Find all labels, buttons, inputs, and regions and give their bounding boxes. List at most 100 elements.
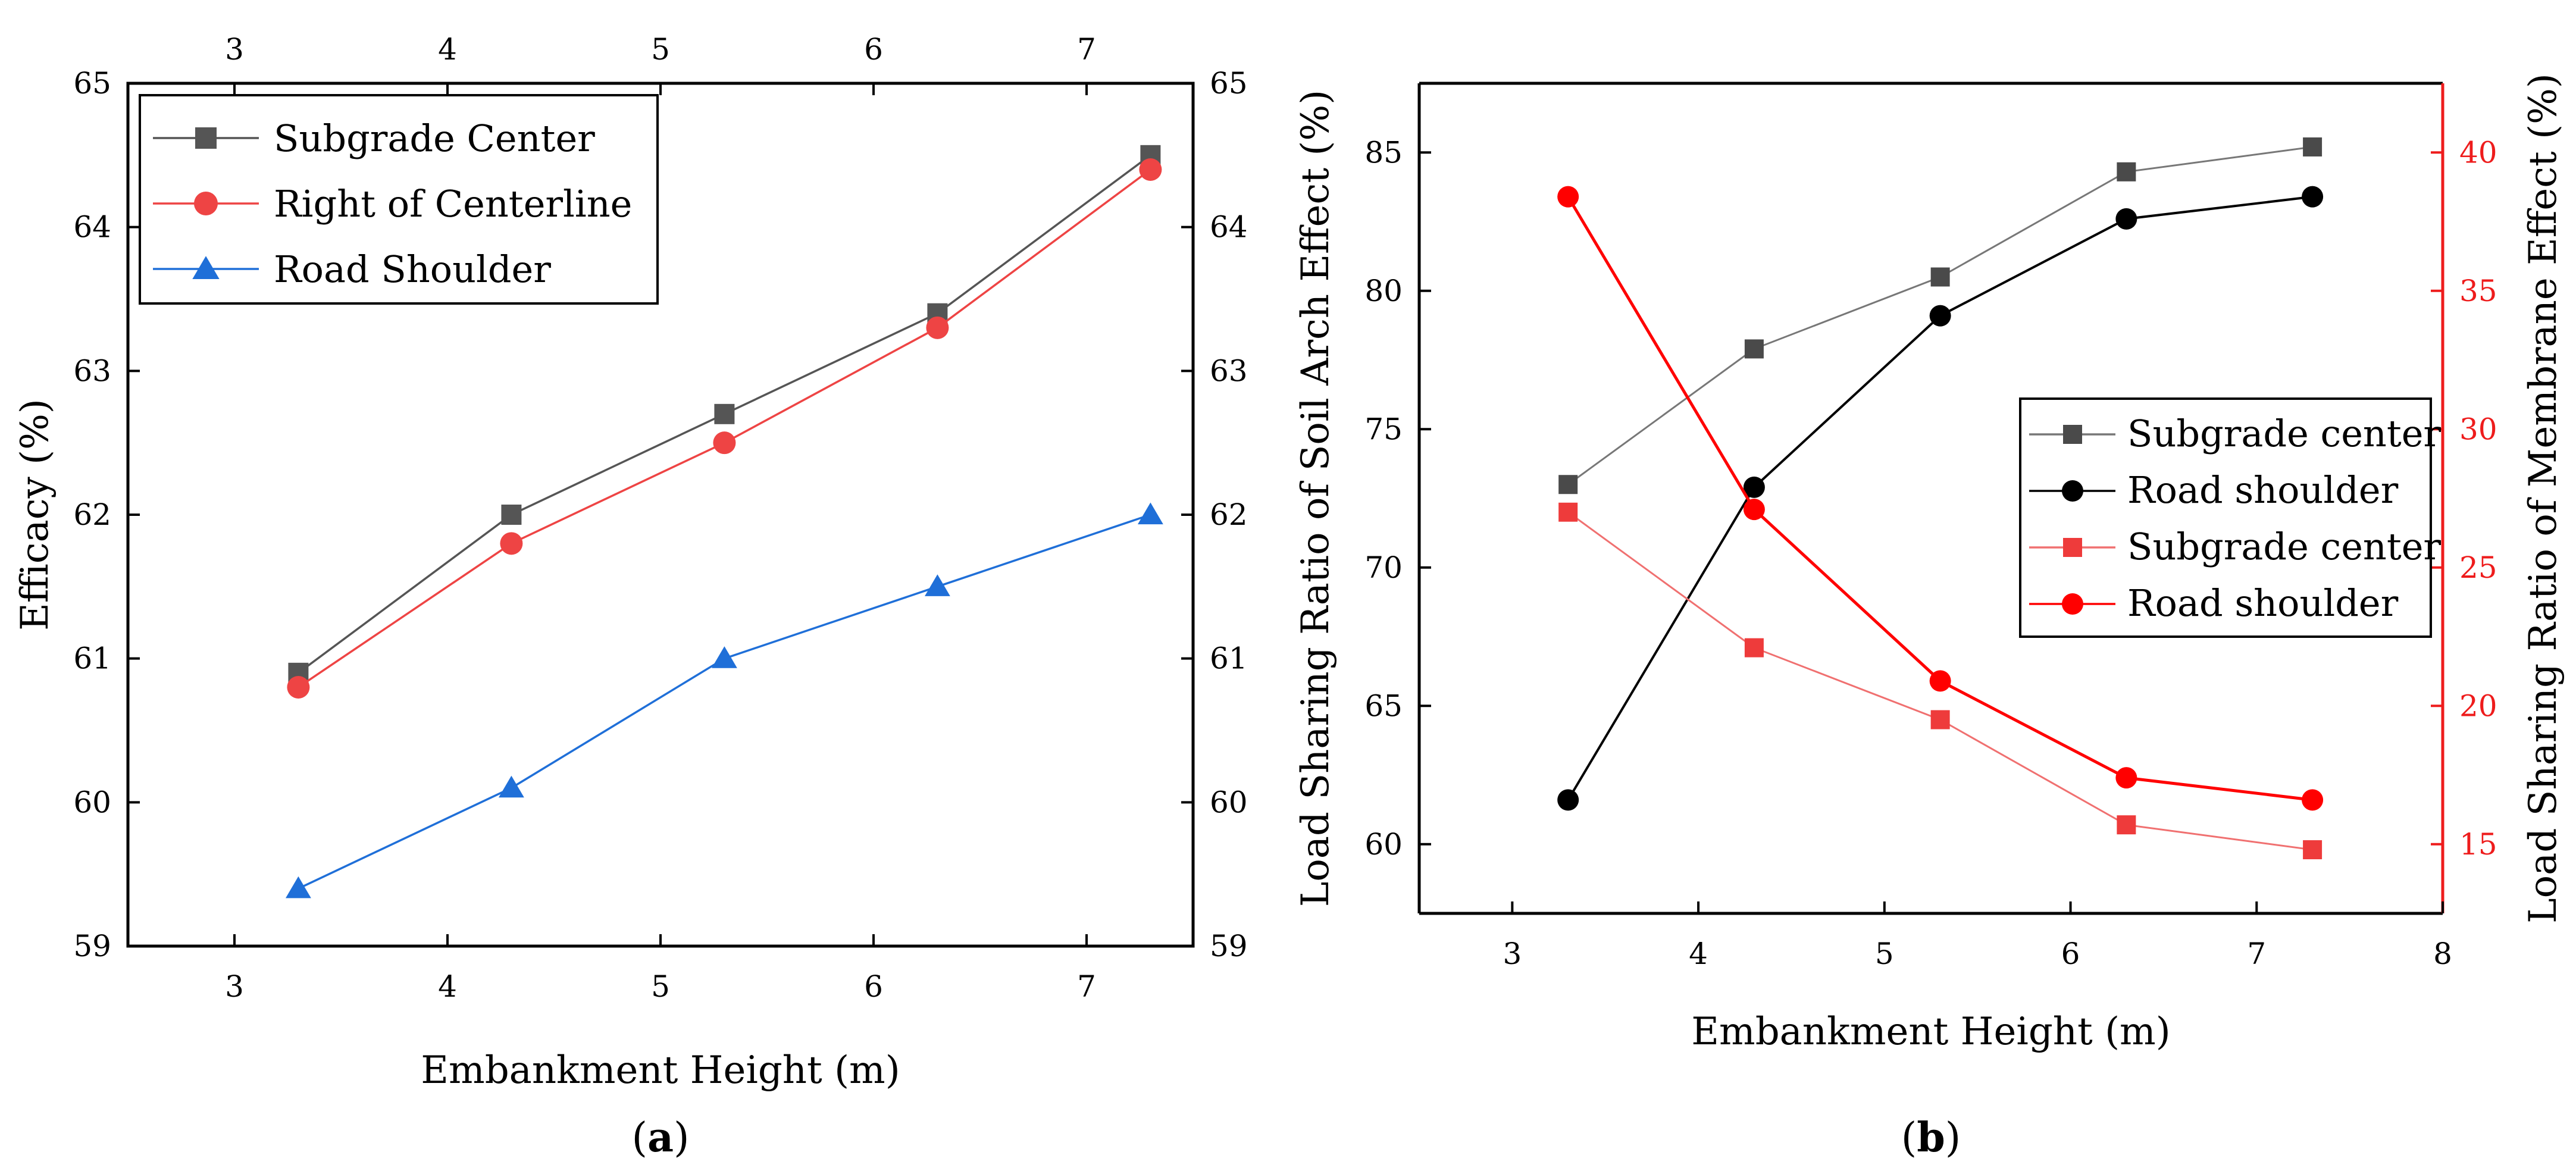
data-point-1 <box>1930 267 1950 287</box>
y-axis-title: Load Sharing Ratio of Soil Arch Effect (… <box>1294 90 1338 907</box>
x-top-tick-label: 6 <box>864 32 883 67</box>
data-point-3 <box>498 775 524 798</box>
x-top-tick-label: 3 <box>225 32 244 67</box>
x-tick-label: 3 <box>1503 937 1522 971</box>
x-tick-label: 5 <box>1875 937 1894 971</box>
y2-tick-label: 35 <box>2459 274 2497 308</box>
x-top-tick-label: 5 <box>651 32 670 67</box>
x-tick-label: 6 <box>864 969 883 1004</box>
data-point-2 <box>1557 789 1579 811</box>
legend-label: Road shoulder <box>2127 468 2399 512</box>
y-tick-label: 64 <box>73 210 111 245</box>
data-point-1 <box>1558 475 1578 494</box>
y-tick-label: 65 <box>1364 688 1403 723</box>
x-tick-label: 4 <box>1689 937 1708 971</box>
caption-letter: b <box>1917 1114 1945 1162</box>
legend-marker <box>2062 593 2083 615</box>
panel-caption-a: (a) <box>631 1114 689 1162</box>
data-point-3 <box>2303 840 2323 860</box>
y-right-tick-label: 64 <box>1210 210 1248 245</box>
legend-marker <box>2063 425 2082 444</box>
y-tick-label: 59 <box>73 929 111 963</box>
legend-marker <box>2063 538 2082 557</box>
data-point-2 <box>713 431 736 455</box>
y-tick-label: 85 <box>1364 135 1403 170</box>
y-tick-label: 80 <box>1364 274 1403 308</box>
x-axis-title: Embankment Height (m) <box>1691 1010 2170 1054</box>
y2-tick-label: 30 <box>2459 412 2497 446</box>
series-line-3 <box>298 514 1151 890</box>
chart-panel-a: 3 3 4 4 5 5 6 6 7 7 59 59 60 60 61 61 62 62 63 63 64 64 65 65 Su… <box>13 32 1248 1162</box>
data-point-2 <box>500 532 523 555</box>
y-tick-label: 75 <box>1364 412 1403 446</box>
data-point-4 <box>1743 499 1765 521</box>
legend-label: Subgrade center <box>2127 412 2441 455</box>
x-tick-label: 4 <box>438 969 457 1004</box>
y-right-tick-label: 60 <box>1210 785 1248 819</box>
data-point-3 <box>1930 710 1950 730</box>
x-tick-label: 7 <box>1077 969 1096 1004</box>
data-point-2 <box>2302 186 2324 208</box>
data-point-3 <box>924 574 950 596</box>
legend-label: Subgrade center <box>2127 525 2441 568</box>
y-tick-label: 63 <box>73 353 111 388</box>
data-point-1 <box>2303 137 2323 156</box>
data-point-3 <box>1137 502 1163 525</box>
y2-axis-title: Load Sharing Ratio of Membrane Effect (%… <box>2521 73 2565 923</box>
legend-label: Subgrade Center <box>274 117 595 160</box>
data-point-3 <box>1744 638 1764 658</box>
chart-panel-b: 3 4 5 6 7 8 60 65 70 75 80 85 15 20 25 30 35 40 Subgrade c… <box>1294 73 2565 1162</box>
x-tick-label: 7 <box>2247 937 2266 971</box>
data-point-1 <box>1744 339 1764 359</box>
legend-box <box>2019 397 2432 638</box>
y-tick-label: 65 <box>73 66 111 101</box>
data-point-4 <box>1557 186 1579 208</box>
data-point-2 <box>1743 476 1765 498</box>
y-tick-label: 61 <box>73 641 111 676</box>
legend-marker <box>192 256 220 280</box>
y-tick-label: 60 <box>1364 827 1403 862</box>
data-point-3 <box>285 876 311 898</box>
y-right-tick-label: 63 <box>1210 353 1248 388</box>
data-point-1 <box>714 403 735 424</box>
y-tick-label: 60 <box>73 785 111 819</box>
legend-label: Road Shoulder <box>274 248 551 291</box>
legend-marker <box>194 192 218 215</box>
data-point-1 <box>501 505 522 525</box>
data-point-2 <box>926 316 949 339</box>
legend-marker <box>2062 480 2083 502</box>
x-tick-label: 3 <box>225 969 244 1004</box>
x-axis-title: Embankment Height (m) <box>421 1048 900 1092</box>
y-right-tick-label: 62 <box>1210 497 1248 532</box>
y-right-tick-label: 65 <box>1210 66 1248 101</box>
x-tick-label: 8 <box>2433 937 2452 971</box>
x-tick-label: 5 <box>651 969 670 1004</box>
x-top-tick-label: 7 <box>1077 32 1096 67</box>
y-axis-title: Efficacy (%) <box>13 399 57 631</box>
data-point-4 <box>2302 789 2324 811</box>
data-point-4 <box>2115 767 2137 789</box>
data-point-3 <box>2117 815 2136 835</box>
y-tick-label: 62 <box>73 497 111 532</box>
data-point-2 <box>287 676 310 699</box>
legend-label: Road shoulder <box>2127 581 2399 625</box>
data-point-1 <box>2117 162 2136 181</box>
legend-marker <box>195 127 217 149</box>
y2-tick-label: 15 <box>2459 827 2497 862</box>
caption-letter: a <box>647 1114 674 1162</box>
y-right-tick-label: 59 <box>1210 929 1248 963</box>
y2-tick-label: 40 <box>2459 135 2497 170</box>
y-right-tick-label: 61 <box>1210 641 1248 676</box>
data-point-3 <box>711 646 737 668</box>
data-point-2 <box>1139 158 1162 181</box>
y-tick-label: 70 <box>1364 550 1403 585</box>
y2-tick-label: 20 <box>2459 688 2497 723</box>
y2-tick-label: 25 <box>2459 550 2497 585</box>
panel-caption-b: (b) <box>1901 1114 1961 1162</box>
legend-label: Right of Centerline <box>274 182 632 226</box>
data-point-3 <box>1558 502 1578 522</box>
x-top-tick-label: 4 <box>438 32 457 67</box>
data-point-2 <box>1929 305 1951 327</box>
x-tick-label: 6 <box>2061 937 2080 971</box>
